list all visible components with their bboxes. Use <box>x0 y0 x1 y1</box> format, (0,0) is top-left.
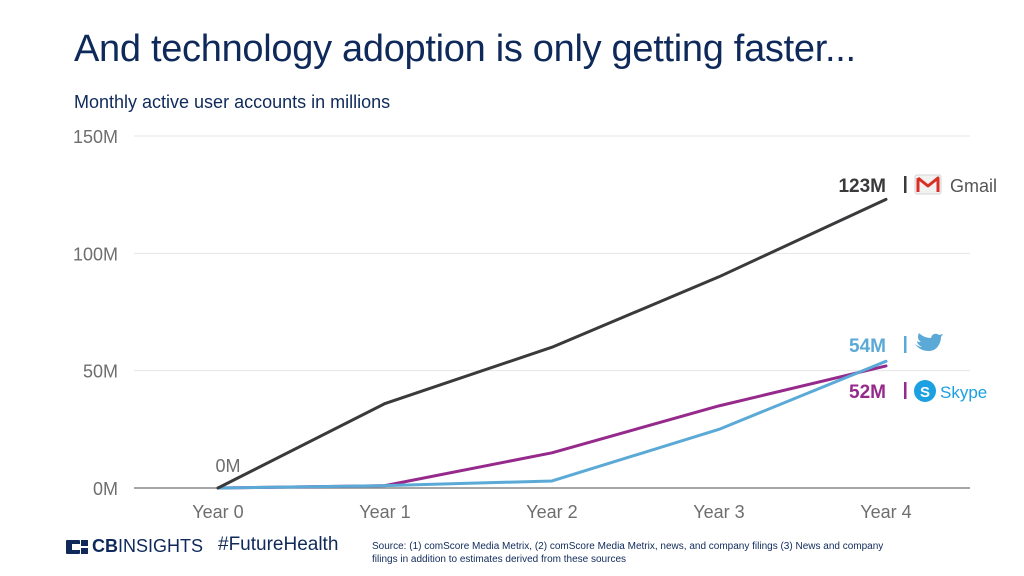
x-tick-label: Year 4 <box>860 502 911 522</box>
logo-cb-text: CB <box>92 536 118 556</box>
label-separator <box>904 382 907 399</box>
gmail-m-mark <box>916 176 940 192</box>
label-separator <box>904 336 907 353</box>
end-value-label-twitter: 54M <box>849 336 886 357</box>
label-separator <box>904 176 907 193</box>
end-value-label-skype: 52M <box>849 382 886 403</box>
chart-subtitle: Monthly active user accounts in millions <box>74 92 391 112</box>
y-tick-label: 50M <box>83 362 118 382</box>
y-tick-label: 150M <box>73 127 118 147</box>
annotation-label: 0M <box>215 456 240 476</box>
series-line-skype <box>216 364 888 490</box>
series-line-twitter <box>216 359 888 490</box>
skype-icon-letter: S <box>920 384 930 401</box>
y-tick-label: 100M <box>73 244 118 264</box>
logo-insights-text: INSIGHTS <box>118 536 204 556</box>
x-tick-label: Year 3 <box>693 502 744 522</box>
legend-name-skype: Skype <box>940 383 987 402</box>
cb-insights-logo: CB INSIGHTS <box>66 536 203 557</box>
x-tick-label: Year 2 <box>526 502 577 522</box>
hashtag: #FutureHealth <box>218 534 339 555</box>
twitter-icon <box>915 333 943 351</box>
skype-icon <box>914 380 936 402</box>
page-title: And technology adoption is only getting … <box>74 28 856 70</box>
source-note: Source: (1) comScore Media Metrix, (2) c… <box>372 541 884 565</box>
x-tick-label: Year 1 <box>359 502 410 522</box>
cb-logo-icon <box>66 539 88 554</box>
end-value-label-gmail: 123M <box>838 176 886 197</box>
series-line-gmail <box>216 197 888 490</box>
x-tick-label: Year 0 <box>192 502 243 522</box>
y-tick-label: 0M <box>93 479 118 499</box>
legend-name-gmail: Gmail <box>950 176 997 196</box>
